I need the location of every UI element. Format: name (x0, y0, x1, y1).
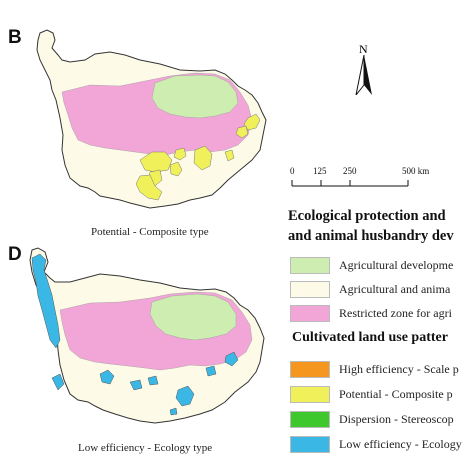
legend-pattern-title: Cultivated land use patter (292, 330, 448, 345)
legend-item-potential-composite: Potential - Composite p (290, 384, 453, 404)
agricultural-development-area (151, 74, 239, 119)
low-efficiency-ecology-patches (31, 253, 239, 416)
panel-letter-b: B (8, 27, 22, 48)
scale-tick-500: 500 km (402, 166, 430, 176)
scale-tick-250: 250 (343, 166, 357, 176)
legend-swatch (290, 304, 330, 322)
caption-b: Potential - Composite type (91, 226, 209, 238)
map-panel-d (29, 247, 265, 424)
legend-swatch (290, 435, 330, 453)
legend-title-line1: Ecological protection and (288, 208, 446, 224)
legend-swatch (290, 360, 330, 378)
map-panel-b (36, 29, 267, 209)
legend-item-low-efficiency: Low efficiency - Ecology (290, 434, 462, 454)
legend-item-agricultural-development: Agricultural developme (290, 255, 453, 275)
caption-d: Low efficiency - Ecology type (78, 442, 213, 454)
legend-label: Restricted zone for agri (339, 305, 452, 320)
legend-item-agricultural-animal: Agricultural and anima (290, 279, 450, 299)
potential-composite-patches (135, 113, 261, 201)
legend-label: Potential - Composite p (339, 386, 453, 401)
legend-label: Agricultural developme (339, 257, 454, 272)
panel-letter-d: D (8, 244, 22, 265)
agricultural-development-area (149, 293, 237, 341)
legend-label: Dispersion - Stereoscop (339, 411, 454, 426)
legend-item-high-efficiency: High efficiency - Scale p (290, 359, 459, 379)
north-arrow-icon (355, 55, 372, 95)
legend-label: High efficiency - Scale p (339, 361, 459, 376)
legend-item-restricted-zone: Restricted zone for agri (290, 303, 452, 323)
scale-tick-125: 125 (313, 166, 327, 176)
legend-title-line2: and animal husbandry dev (288, 228, 454, 244)
legend-swatch (290, 256, 330, 274)
legend-item-dispersion: Dispersion - Stereoscop (290, 409, 454, 429)
north-label: N (359, 42, 368, 56)
legend-swatch (290, 280, 330, 298)
scale-bar (291, 180, 409, 187)
legend-label: Low efficiency - Ecology (339, 436, 462, 451)
legend-swatch (290, 410, 330, 428)
legend-label: Agricultural and anima (339, 281, 451, 296)
legend-swatch (290, 385, 330, 403)
scale-tick-0: 0 (290, 166, 295, 176)
